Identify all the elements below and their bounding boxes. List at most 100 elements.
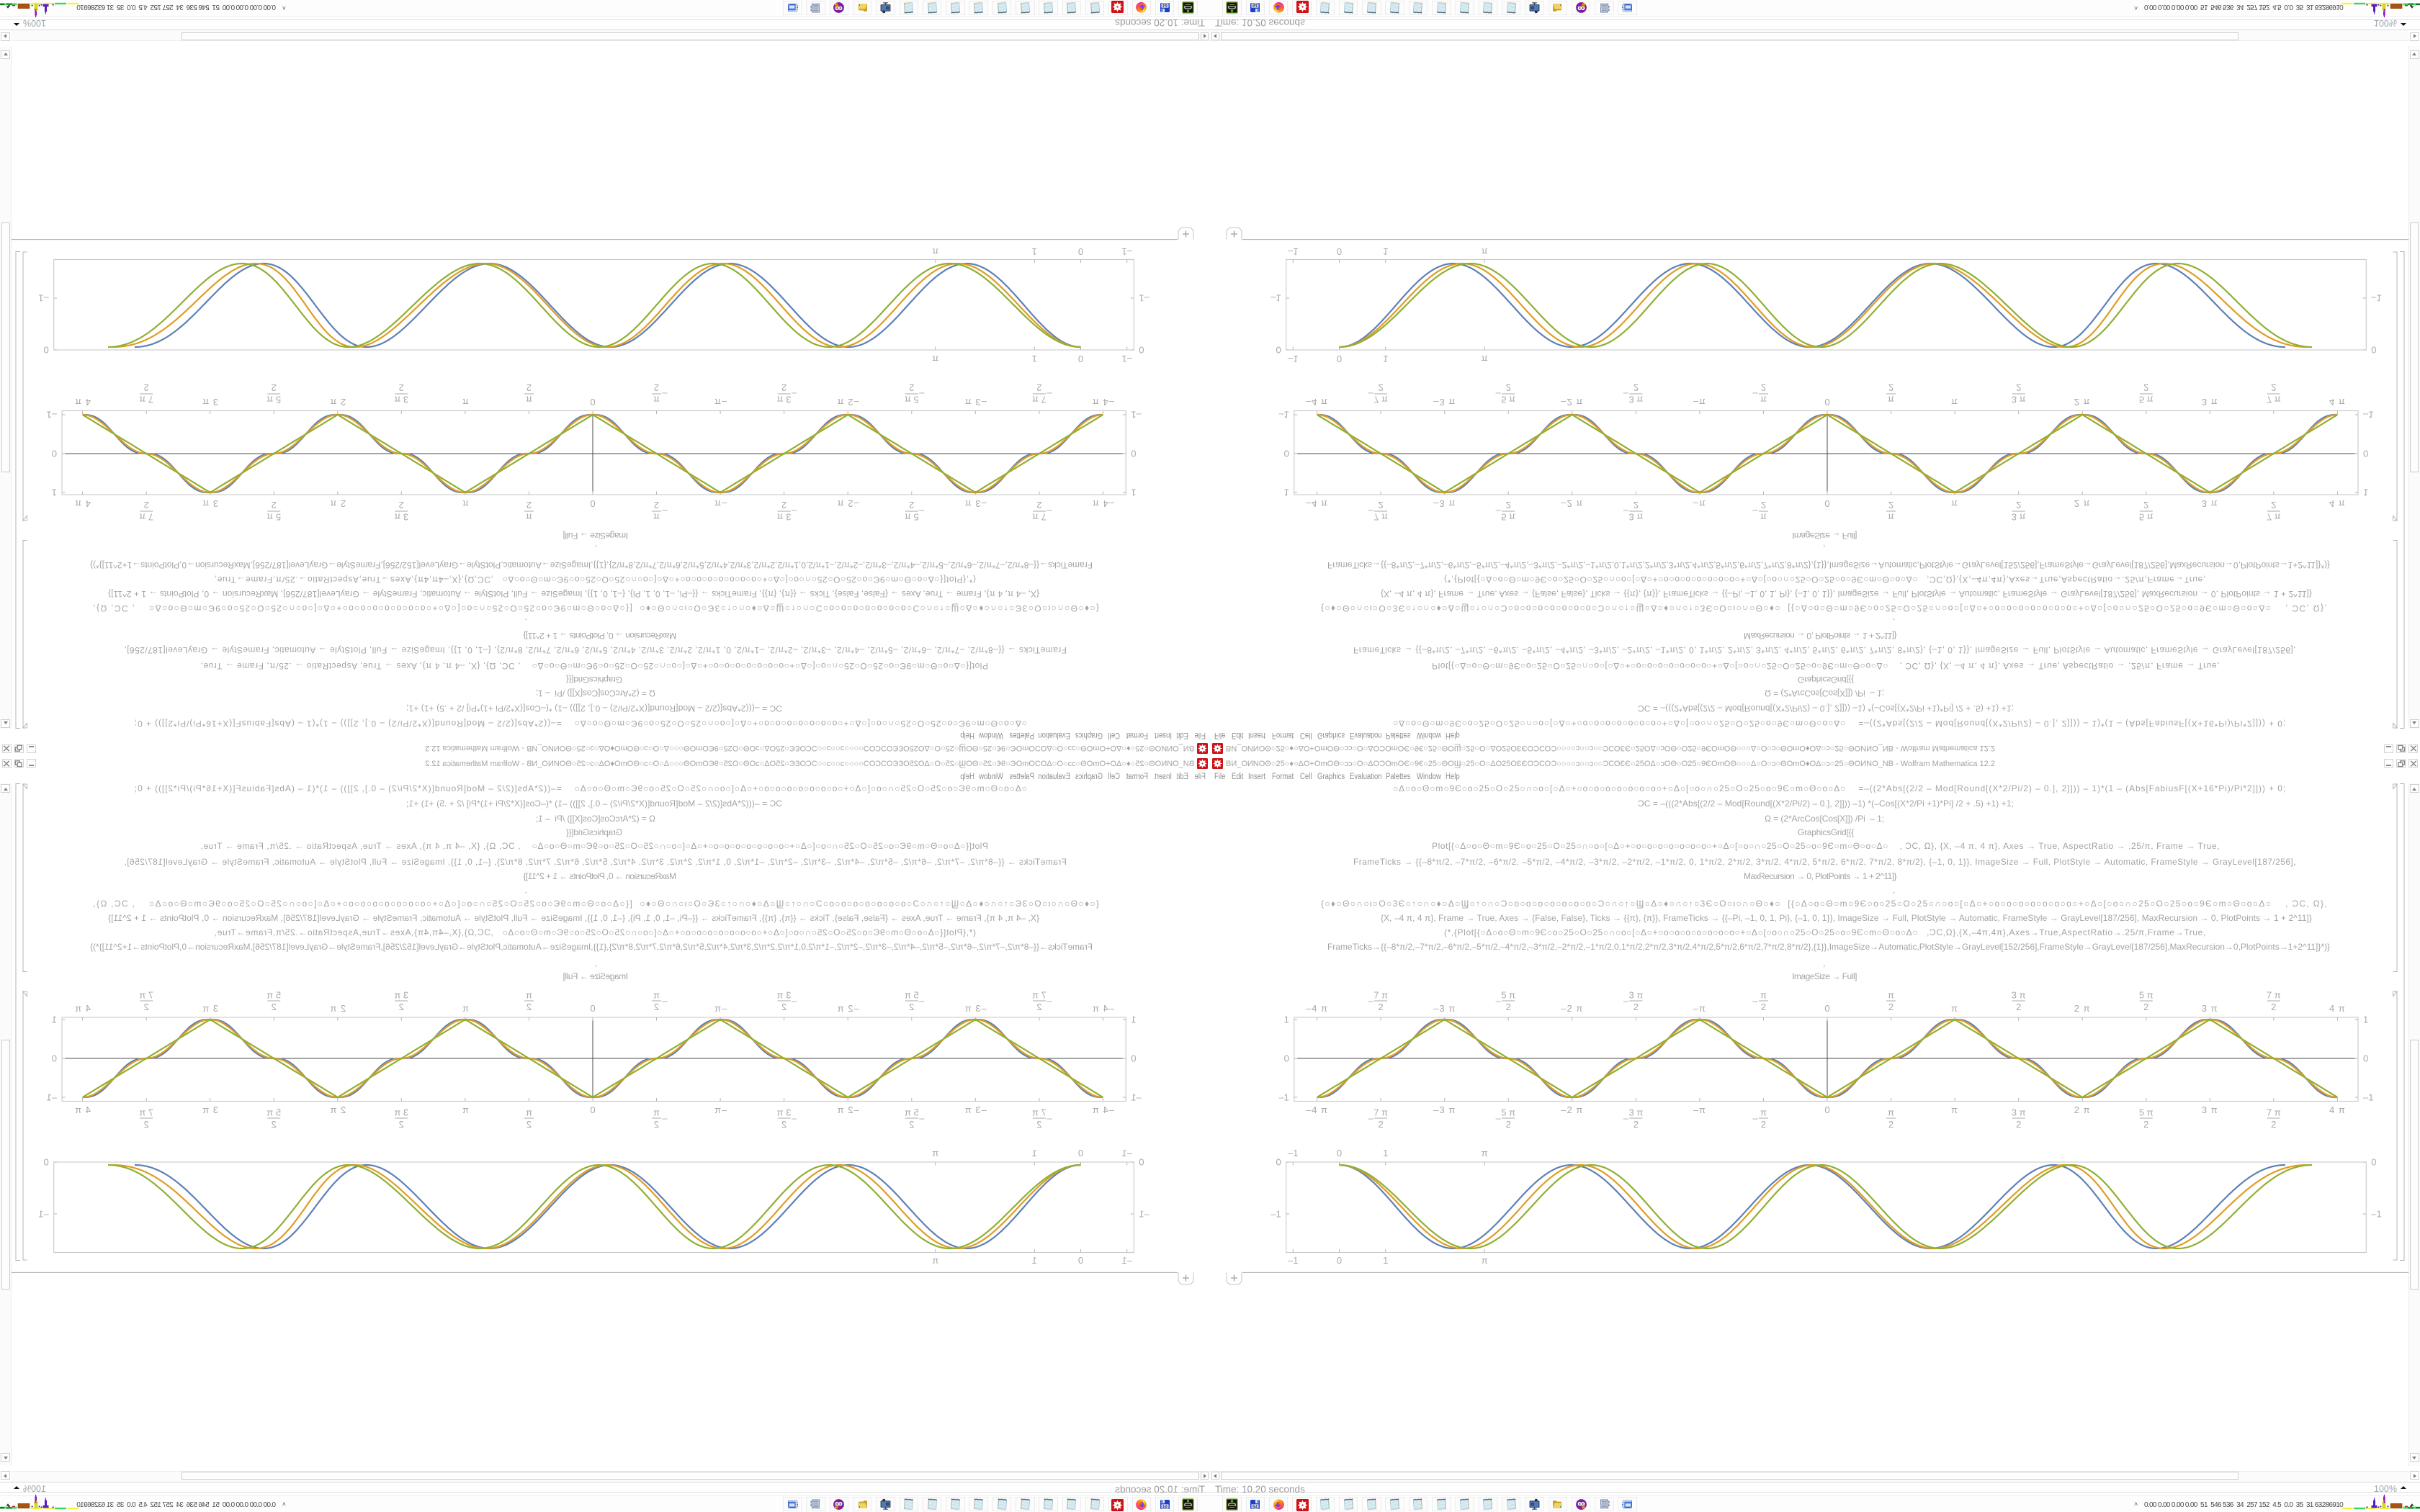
svg-text:–2 π: –2 π <box>837 1104 859 1115</box>
svg-text:3 π: 3 π <box>202 397 218 408</box>
svg-text:–1: –1 <box>1288 1148 1298 1158</box>
svg-text:–: – <box>1752 506 1758 517</box>
svg-text:–π: –π <box>714 1003 727 1014</box>
svg-text:–π: –π <box>1693 1104 1706 1115</box>
svg-text:2: 2 <box>144 1002 149 1012</box>
svg-text:–: – <box>1623 389 1629 400</box>
svg-text:2: 2 <box>1036 1002 1041 1012</box>
svg-text:1: 1 <box>1284 1014 1289 1025</box>
svg-text:–1: –1 <box>1288 1255 1298 1266</box>
svg-text:2 π: 2 π <box>329 1003 346 1014</box>
svg-text:–1: –1 <box>47 410 57 420</box>
svg-text:2: 2 <box>144 1119 149 1130</box>
svg-text:7 π: 7 π <box>1373 990 1388 1001</box>
svg-text:3 π: 3 π <box>2012 1107 2026 1118</box>
svg-text:–: – <box>1047 1113 1052 1124</box>
svg-text:π: π <box>462 397 469 408</box>
svg-text:2: 2 <box>399 382 404 393</box>
svg-text:5 π: 5 π <box>266 1107 281 1118</box>
svg-text:2: 2 <box>1036 1119 1041 1130</box>
svg-text:7 π: 7 π <box>139 1107 153 1118</box>
svg-text:–: – <box>918 389 924 400</box>
svg-text:2: 2 <box>2271 1119 2276 1130</box>
svg-text:4 π: 4 π <box>2329 1003 2346 1014</box>
svg-text:0: 0 <box>1139 1157 1144 1168</box>
svg-text:0: 0 <box>2363 1053 2368 1064</box>
svg-text:3 π: 3 π <box>394 512 408 523</box>
svg-text:5 π: 5 π <box>2139 395 2154 405</box>
svg-text:1: 1 <box>1383 1255 1388 1266</box>
svg-text:–3 π: –3 π <box>964 1104 987 1115</box>
svg-text:0: 0 <box>1824 1104 1829 1115</box>
svg-text:–: – <box>1368 1113 1373 1124</box>
svg-text:3 π: 3 π <box>2012 990 2026 1001</box>
svg-text:3 π: 3 π <box>2202 1104 2218 1115</box>
svg-text:1: 1 <box>52 487 57 498</box>
svg-text:3 π: 3 π <box>2012 512 2026 523</box>
svg-text:2: 2 <box>272 500 277 510</box>
svg-text:–: – <box>791 389 797 400</box>
svg-text:–3 π: –3 π <box>964 498 987 509</box>
svg-text:2: 2 <box>654 1119 659 1130</box>
svg-text:7 π: 7 π <box>2267 512 2281 523</box>
svg-text:0: 0 <box>590 397 595 408</box>
svg-text:π: π <box>1951 498 1958 509</box>
svg-text:0: 0 <box>1139 345 1144 356</box>
svg-text:2: 2 <box>1036 382 1041 393</box>
svg-text:2: 2 <box>1378 382 1383 393</box>
svg-text:3 π: 3 π <box>394 1107 408 1118</box>
svg-text:5 π: 5 π <box>905 512 919 523</box>
svg-text:–: – <box>1047 389 1052 400</box>
svg-text:2 π: 2 π <box>2074 1003 2091 1014</box>
svg-text:64: 64 <box>1252 2 1258 7</box>
svg-text:–: – <box>1047 996 1052 1007</box>
svg-text:0: 0 <box>1337 1148 1342 1158</box>
svg-text:2: 2 <box>654 1002 659 1012</box>
svg-text:2 π: 2 π <box>2074 1104 2091 1115</box>
svg-text:3 π: 3 π <box>777 395 792 405</box>
svg-text:2: 2 <box>1634 1002 1639 1012</box>
svg-text:3 π: 3 π <box>202 498 218 509</box>
svg-text:–1: –1 <box>1139 293 1149 304</box>
svg-text:5 π: 5 π <box>266 395 281 405</box>
svg-text:0: 0 <box>2363 449 2368 459</box>
svg-text:7 π: 7 π <box>2267 1107 2281 1118</box>
svg-text:–: – <box>1623 996 1629 1007</box>
svg-text:2: 2 <box>272 1002 277 1012</box>
svg-text:2: 2 <box>399 1002 404 1012</box>
svg-text:π: π <box>932 1148 938 1158</box>
svg-text:–3 π: –3 π <box>1433 1104 1456 1115</box>
svg-text:1: 1 <box>2363 487 2368 498</box>
svg-text:7 π: 7 π <box>2267 395 2281 405</box>
svg-text:3 π: 3 π <box>1628 1107 1643 1118</box>
svg-text:3 π: 3 π <box>1628 990 1643 1001</box>
svg-text:2: 2 <box>1761 500 1766 510</box>
svg-text:7 π: 7 π <box>1032 512 1047 523</box>
svg-text:–: – <box>1496 1113 1502 1124</box>
svg-text:π: π <box>462 1104 469 1115</box>
svg-text:0: 0 <box>43 345 48 356</box>
svg-text:1: 1 <box>2363 1014 2368 1025</box>
svg-text:5 π: 5 π <box>2139 1107 2154 1118</box>
svg-text:2: 2 <box>1888 382 1894 393</box>
svg-text:–1: –1 <box>1121 1255 1131 1266</box>
svg-text:0: 0 <box>1824 498 1829 509</box>
svg-text:64: 64 <box>1252 1505 1258 1510</box>
svg-text:π: π <box>1888 1107 1894 1118</box>
svg-text:0: 0 <box>1276 1157 1281 1168</box>
svg-text:2: 2 <box>399 500 404 510</box>
svg-text:2 π: 2 π <box>329 397 346 408</box>
svg-text:1: 1 <box>1383 1148 1388 1158</box>
svg-text:5 π: 5 π <box>2139 512 2154 523</box>
svg-text:7 π: 7 π <box>1373 512 1388 523</box>
svg-text:2: 2 <box>909 382 914 393</box>
svg-text:–: – <box>1752 389 1758 400</box>
svg-text:π: π <box>932 246 938 257</box>
svg-text:0: 0 <box>52 449 57 459</box>
svg-text:0: 0 <box>1284 1053 1289 1064</box>
svg-text:2 π: 2 π <box>2074 397 2091 408</box>
svg-text:2: 2 <box>2016 382 2021 393</box>
svg-text:2: 2 <box>781 1119 786 1130</box>
svg-text:1: 1 <box>52 1014 57 1025</box>
svg-text:π: π <box>1760 512 1767 523</box>
